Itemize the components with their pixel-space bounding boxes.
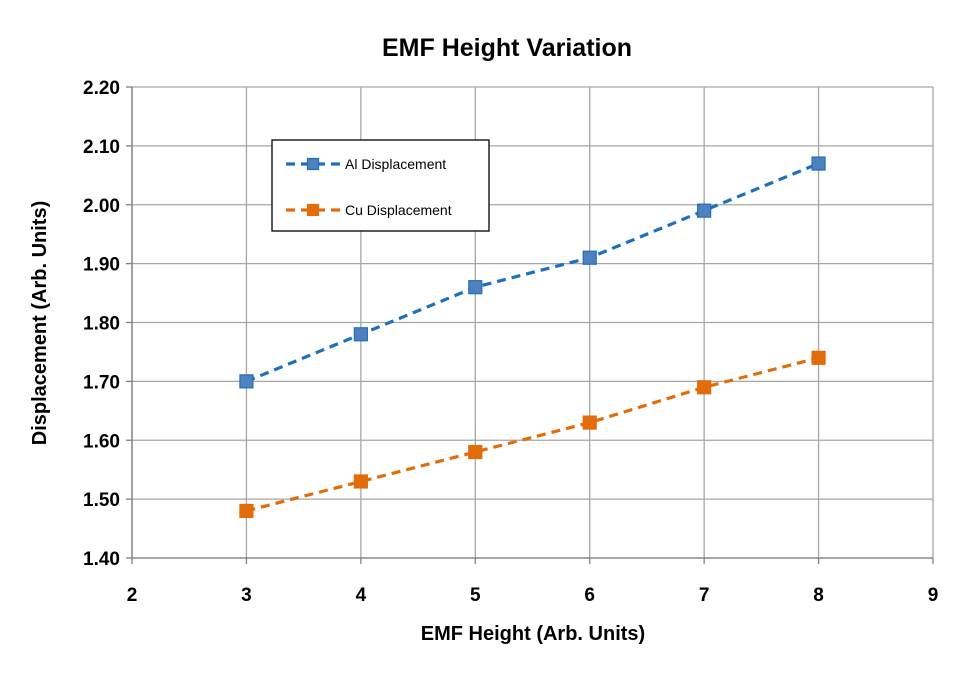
data-point — [582, 250, 597, 265]
data-point — [697, 203, 712, 218]
x-tick-label: 2 — [127, 585, 138, 606]
y-tick-label: 1.70 — [83, 372, 120, 393]
legend-entry: Cu Displacement — [286, 202, 452, 218]
x-tick-label: 9 — [928, 585, 939, 606]
series-line — [246, 356, 819, 513]
x-axis-label: EMF Height (Arb. Units) — [421, 623, 645, 645]
legend-label: Cu Displacement — [345, 202, 452, 218]
y-tick-labels: 1.40 1.50 1.60 1.70 1.80 1.90 2.00 2.10 2.20 — [83, 78, 120, 570]
legend: Al Displacement Cu Displacement — [271, 139, 490, 232]
x-tick-label: 8 — [813, 585, 824, 606]
data-point — [582, 415, 597, 430]
y-tick-label: 1.60 — [83, 431, 120, 452]
y-tick-label: 1.80 — [83, 314, 120, 335]
y-tick-label: 2.10 — [83, 137, 120, 158]
y-tick-label: 2.00 — [83, 196, 120, 217]
data-point — [239, 503, 254, 518]
data-point — [811, 156, 826, 171]
legend-label: Al Displacement — [345, 156, 446, 172]
data-point — [811, 350, 826, 365]
axes — [126, 86, 934, 564]
series — [239, 156, 826, 518]
x-tick-label: 5 — [470, 585, 481, 606]
x-tick-label: 3 — [241, 585, 252, 606]
data-point — [353, 474, 368, 489]
y-tick-label: 1.40 — [83, 549, 120, 570]
series-1 — [239, 350, 826, 518]
y-axis-label: Displacement (Arb. Units) — [29, 201, 51, 445]
data-point — [353, 327, 368, 342]
x-tick-labels: 2 3 4 5 6 7 8 9 — [127, 585, 939, 606]
data-point — [697, 380, 712, 395]
legend-swatch-marker — [306, 203, 320, 217]
data-point — [468, 280, 483, 295]
y-tick-label: 1.50 — [83, 490, 120, 511]
x-tick-label: 6 — [584, 585, 595, 606]
legend-swatch-marker — [306, 157, 320, 171]
chart-title: EMF Height Variation — [382, 34, 632, 62]
data-point — [468, 444, 483, 460]
y-tick-label: 2.20 — [83, 78, 120, 99]
series-line — [245, 162, 820, 383]
data-point — [239, 374, 254, 389]
x-tick-label: 7 — [699, 585, 710, 606]
x-tick-label: 4 — [356, 585, 367, 606]
series-0 — [239, 156, 826, 389]
legend-entry: Al Displacement — [286, 156, 446, 172]
y-tick-label: 1.90 — [83, 255, 120, 276]
